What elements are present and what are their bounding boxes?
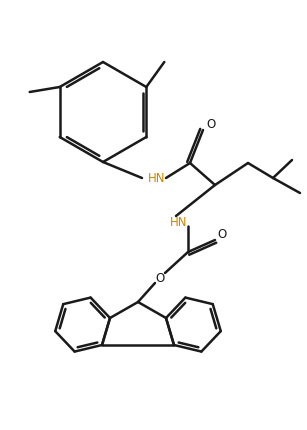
Text: O: O [206, 117, 215, 130]
Text: O: O [155, 271, 165, 285]
Text: HN: HN [170, 215, 188, 228]
Text: HN: HN [148, 172, 165, 184]
Text: O: O [217, 228, 226, 242]
